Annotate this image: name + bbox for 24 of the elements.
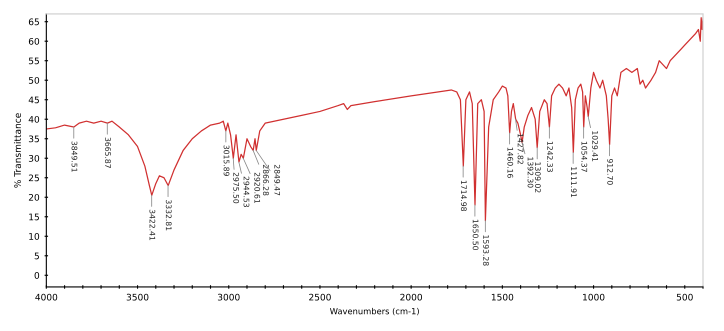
- y-tick-label: 15: [29, 214, 39, 220]
- y-tick-label: 30: [28, 154, 40, 162]
- x-tick-label: 3000: [218, 294, 240, 301]
- y-tick-label: 10: [29, 232, 40, 240]
- x-tick-label: 4000: [35, 294, 58, 301]
- y-tick-label: 0: [34, 272, 40, 279]
- x-tick-label: 500: [676, 294, 693, 301]
- y-tick-label: 50: [28, 76, 40, 84]
- y-tick-label: 25: [28, 174, 39, 182]
- y-tick-label: 35: [28, 135, 39, 142]
- y-tick-label: 40: [28, 116, 40, 123]
- x-axis-title: Wavenumbers (cm-1): [330, 308, 419, 316]
- y-tick-label: 45: [28, 96, 39, 104]
- x-tick-label: 3500: [126, 294, 148, 301]
- y-tick-label: 65: [28, 18, 39, 26]
- x-tick-label: 1000: [583, 294, 604, 301]
- y-tick-label: 20: [28, 194, 40, 201]
- y-tick-label: 5: [34, 252, 39, 260]
- y-tick-label: 55: [28, 58, 39, 64]
- y-axis-title: % Transmittance: [14, 113, 21, 188]
- x-tick-label: 1500: [492, 294, 514, 301]
- y-tick-label: 60: [28, 38, 40, 45]
- x-tick-label: 2500: [309, 294, 331, 301]
- x-tick-label: 2000: [400, 294, 422, 301]
